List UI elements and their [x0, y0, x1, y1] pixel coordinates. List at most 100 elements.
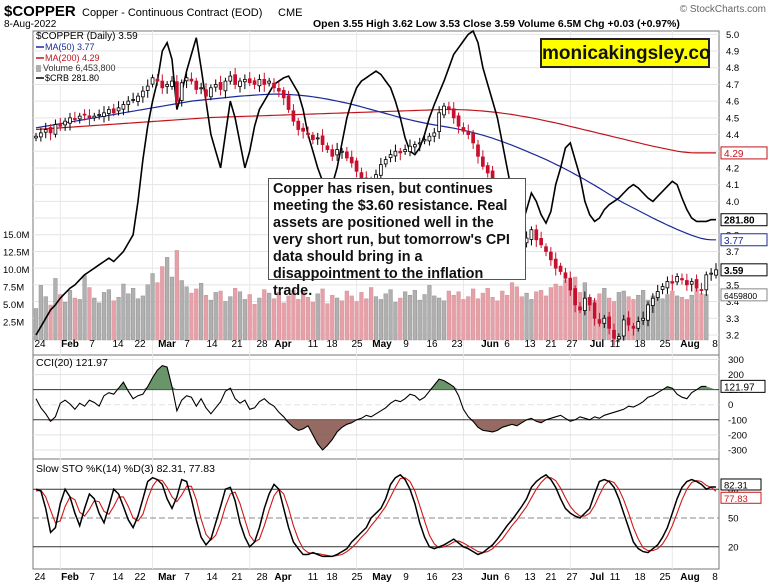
- x-axis-label: 22: [134, 339, 146, 350]
- price-tick-label: 4.4: [726, 130, 739, 141]
- volume-bar: [296, 299, 301, 341]
- volume-bar: [699, 293, 704, 341]
- candle-body: [77, 115, 82, 120]
- candle-body: [461, 127, 466, 132]
- price-tick-label: 3.4: [726, 297, 739, 308]
- volume-bar: [354, 301, 359, 341]
- volume-bar: [189, 292, 194, 341]
- volume-bar: [485, 288, 490, 341]
- x-axis-label: 13: [524, 339, 536, 350]
- volume-bar: [199, 283, 204, 341]
- candle-body: [529, 229, 534, 240]
- candle-body: [252, 80, 257, 85]
- candle-body: [267, 80, 271, 84]
- contract-name: Copper - Continuous Contract (EOD): [82, 7, 262, 19]
- cci-title: CCI(20) 121.97: [36, 357, 108, 369]
- sto-panel-frame: [32, 458, 720, 570]
- candle-body: [466, 130, 471, 135]
- x-axis-label: 23: [451, 339, 463, 350]
- volume-bar: [135, 298, 141, 341]
- cci-tick-label: 200: [728, 370, 744, 381]
- volume-bar: [77, 299, 82, 341]
- candle-body: [660, 286, 665, 290]
- price-tick-label: 3.3: [726, 314, 739, 325]
- volume-bar: [398, 297, 403, 341]
- commentary-box: Copper has risen, but continues meeting …: [268, 178, 526, 299]
- sto-value-tag-box: [720, 491, 762, 504]
- candle-body: [228, 75, 233, 82]
- volume-bar: [63, 302, 68, 341]
- x-axis-label: 27: [566, 339, 578, 350]
- x-axis-label: May: [372, 339, 392, 350]
- volume-tick-label: 2.5M: [3, 318, 24, 329]
- value-tag-box: [720, 263, 768, 277]
- x-axis-label: Mar: [158, 572, 176, 583]
- candle-body: [437, 112, 441, 132]
- x-axis-label: 24: [34, 572, 46, 583]
- candle-body: [432, 132, 437, 137]
- candle-body: [587, 297, 592, 306]
- x-axis-label: 18: [634, 339, 646, 350]
- volume-bar: [500, 290, 505, 341]
- volume-bar: [548, 287, 553, 341]
- volume-bar: [359, 292, 364, 341]
- volume-bar: [675, 295, 680, 341]
- candle-body: [102, 112, 106, 117]
- volume-bar: [121, 283, 126, 341]
- volume-bar: [194, 288, 199, 341]
- volume-bar: [330, 295, 335, 341]
- price-legend: $COPPER (Daily) 3.59 MA(50) 3.77 MA(200)…: [36, 31, 138, 83]
- candle-body: [296, 120, 301, 130]
- candle-body: [471, 132, 475, 144]
- volume-bar: [184, 286, 189, 341]
- candle-body: [427, 135, 432, 142]
- value-tag-box: [720, 213, 768, 227]
- candle-body: [704, 274, 709, 291]
- volume-tick-label: 7.5M: [3, 283, 24, 294]
- volume-bar: [422, 294, 427, 341]
- x-axis-label: 14: [206, 339, 218, 350]
- x-axis-label: 11: [610, 572, 621, 583]
- volume-bar: [281, 302, 286, 341]
- volume-bar: [106, 289, 111, 341]
- candle-body: [189, 78, 194, 82]
- x-axis-label: 21: [231, 339, 243, 350]
- volume-bar: [233, 288, 238, 341]
- volume-bar: [257, 297, 262, 341]
- volume-bar: [451, 295, 456, 341]
- volume-bar: [335, 297, 340, 341]
- x-axis-label: 18: [634, 572, 646, 583]
- volume-bar: [179, 280, 184, 341]
- candle-body: [209, 87, 213, 98]
- volume-bar: [160, 266, 165, 341]
- candle-body: [277, 88, 281, 92]
- candle-body: [447, 106, 451, 110]
- value-tag-text: 3.77: [724, 236, 744, 247]
- candle-body: [170, 80, 174, 87]
- x-axis-label: 8: [712, 339, 718, 350]
- volume-bar: [432, 295, 437, 341]
- candle-body: [485, 165, 490, 174]
- volume-bar: [679, 297, 685, 341]
- candle-body: [422, 139, 427, 142]
- x-axis-label: Aug: [680, 572, 699, 583]
- volume-bar: [305, 297, 311, 341]
- candle-body: [184, 77, 189, 82]
- candle-body: [442, 105, 446, 116]
- volume-bar: [82, 275, 87, 341]
- cci-tick-label: -100: [728, 415, 747, 426]
- volume-bar: [286, 295, 291, 341]
- volume-bar: [310, 302, 315, 341]
- candle-body: [92, 115, 97, 119]
- volume-bar: [267, 292, 272, 341]
- candle-body: [646, 304, 650, 321]
- volume-axis: 2.5M 5.0M 7.5M 10.0M 12.5M 15.0M: [3, 230, 29, 329]
- candle-body: [641, 317, 645, 321]
- legend-volume: Volume 6,453,800: [43, 63, 116, 73]
- price-tick-label: 4.8: [726, 63, 739, 74]
- volume-bar: [291, 290, 296, 341]
- volume-bar: [529, 299, 534, 341]
- x-axis-label: 25: [351, 339, 363, 350]
- candle-body: [578, 306, 582, 311]
- candle-body: [340, 150, 344, 153]
